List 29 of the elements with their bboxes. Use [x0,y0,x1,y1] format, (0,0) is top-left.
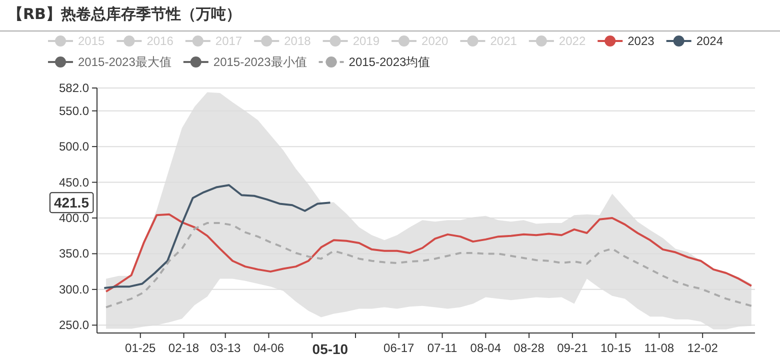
x-tick-label: 07-11 [427,341,458,355]
x-tick-label: 03-13 [210,341,242,355]
legend-label: 2023 [628,34,655,48]
x-tick-label: 09-21 [557,341,588,355]
x-tick-label: 06-17 [384,341,415,355]
chart-title: 【RB】热卷总库存季节性（万吨） [8,5,241,23]
x-tick-label: 04-06 [253,341,284,355]
y-tick-label: 582.0 [58,81,90,95]
y-tick-label: 300.0 [58,282,90,296]
legend-label: 2024 [696,34,724,48]
text: 05-10 [312,341,348,357]
legend-label: 2015-2023均值 [348,55,430,69]
text: 421.5 [54,194,90,211]
line-series [103,184,332,289]
legend-label: 2015-2023最小值 [213,55,307,69]
y-tick-label: 500.0 [58,140,90,154]
y-tick-label: 450.0 [58,175,90,190]
x-tick-label: 11-08 [644,341,674,355]
x-tick-label: 12-02 [687,341,718,355]
x-tick-label: 01-25 [125,341,156,355]
y-tick-label: 350.0 [58,246,90,261]
x-tick-label: 10-15 [600,341,632,355]
y-tick-label: 250.0 [58,318,90,332]
x-tick-label: 02-18 [168,341,200,355]
legend-label: 2015-2023最大值 [78,55,172,69]
y-tick-label: 400.0 [58,211,90,225]
x-tick-label: 08-28 [514,341,545,355]
y-tick-label: 550.0 [58,104,90,118]
x-tick-label: 08-04 [470,341,502,355]
